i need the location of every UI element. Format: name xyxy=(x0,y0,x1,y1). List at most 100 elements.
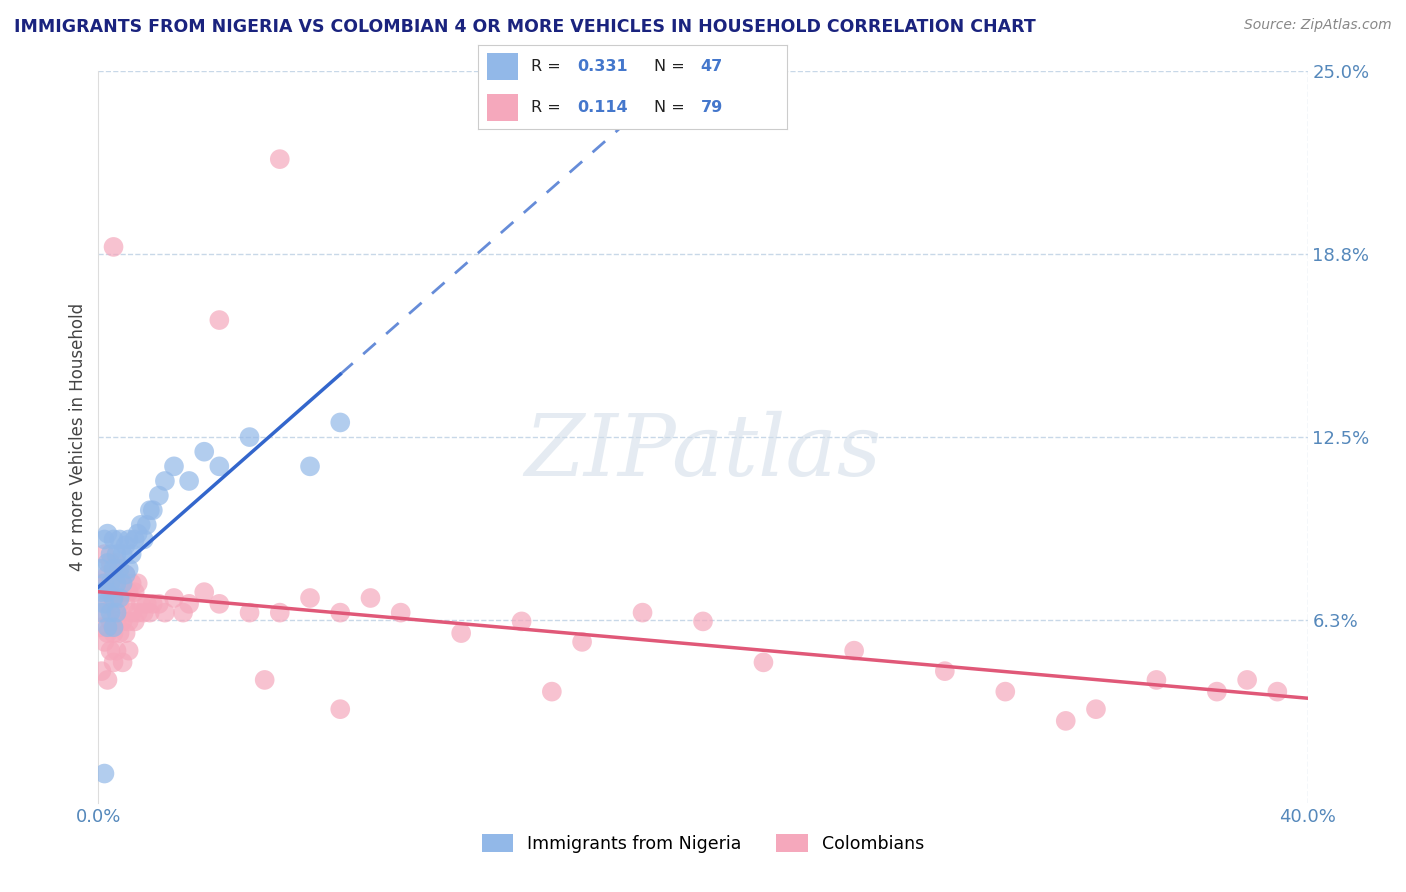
Point xyxy=(124,533,146,547)
Point xyxy=(93,766,115,780)
Point xyxy=(139,503,162,517)
Point xyxy=(114,567,136,582)
Point xyxy=(121,576,143,591)
Point xyxy=(96,526,118,541)
Point xyxy=(121,547,143,561)
Point xyxy=(103,656,125,670)
Point xyxy=(114,567,136,582)
Point xyxy=(153,606,176,620)
Point xyxy=(208,459,231,474)
Point xyxy=(103,533,125,547)
Point xyxy=(510,615,533,629)
Point xyxy=(103,597,125,611)
Point xyxy=(118,562,141,576)
Point xyxy=(93,635,115,649)
Point xyxy=(100,615,122,629)
Point xyxy=(450,626,472,640)
Point xyxy=(239,606,262,620)
Point xyxy=(100,556,122,570)
Point xyxy=(1054,714,1077,728)
Point xyxy=(96,673,118,687)
Point xyxy=(692,615,714,629)
Point xyxy=(135,517,157,532)
Point xyxy=(994,684,1017,698)
Text: 0.331: 0.331 xyxy=(576,59,627,74)
Y-axis label: 4 or more Vehicles in Household: 4 or more Vehicles in Household xyxy=(69,303,87,571)
Point xyxy=(172,606,194,620)
Point xyxy=(193,444,215,458)
Point xyxy=(752,656,775,670)
Point xyxy=(124,585,146,599)
Point xyxy=(103,562,125,576)
Point xyxy=(111,615,134,629)
Point xyxy=(129,597,152,611)
Point xyxy=(111,656,134,670)
Point xyxy=(148,597,170,611)
Point xyxy=(253,673,276,687)
Text: N =: N = xyxy=(654,100,690,115)
Point xyxy=(100,643,122,657)
Point xyxy=(96,567,118,582)
Point xyxy=(299,459,322,474)
Point xyxy=(299,591,322,605)
Point xyxy=(142,597,165,611)
Point xyxy=(389,606,412,620)
Point xyxy=(1236,673,1258,687)
Point xyxy=(208,313,231,327)
Point xyxy=(96,556,118,570)
Text: 79: 79 xyxy=(700,100,723,115)
Point xyxy=(105,643,128,657)
Point xyxy=(571,635,593,649)
Point xyxy=(93,547,115,561)
Point xyxy=(934,664,956,678)
Point xyxy=(93,606,115,620)
Point xyxy=(118,585,141,599)
Point xyxy=(329,702,352,716)
Point xyxy=(540,684,562,698)
Point xyxy=(93,597,115,611)
Point xyxy=(124,615,146,629)
Point xyxy=(118,643,141,657)
Point xyxy=(105,615,128,629)
Legend: Immigrants from Nigeria, Colombians: Immigrants from Nigeria, Colombians xyxy=(475,827,931,860)
Point xyxy=(163,591,186,605)
Point xyxy=(132,606,155,620)
Point xyxy=(193,585,215,599)
Point xyxy=(90,606,112,620)
Point xyxy=(148,489,170,503)
Point xyxy=(163,459,186,474)
Point xyxy=(179,597,201,611)
Point xyxy=(100,576,122,591)
Point xyxy=(129,517,152,532)
FancyBboxPatch shape xyxy=(488,94,519,120)
Point xyxy=(100,547,122,561)
Point xyxy=(108,626,131,640)
Point xyxy=(105,585,128,599)
Point xyxy=(111,585,134,599)
Point xyxy=(103,626,125,640)
Point xyxy=(90,620,112,634)
Point xyxy=(153,474,176,488)
Text: 0.114: 0.114 xyxy=(576,100,627,115)
Point xyxy=(90,585,112,599)
Point xyxy=(139,606,162,620)
Point xyxy=(1144,673,1167,687)
Point xyxy=(103,620,125,634)
Point xyxy=(100,585,122,599)
Point xyxy=(118,533,141,547)
Point xyxy=(631,606,654,620)
Point xyxy=(111,576,134,591)
Point xyxy=(1206,684,1229,698)
Point xyxy=(142,503,165,517)
Point xyxy=(844,643,866,657)
Point xyxy=(127,576,149,591)
Text: Source: ZipAtlas.com: Source: ZipAtlas.com xyxy=(1244,18,1392,32)
Point xyxy=(93,576,115,591)
Point xyxy=(1267,684,1289,698)
Point xyxy=(96,597,118,611)
Point xyxy=(329,416,352,430)
Point xyxy=(108,567,131,582)
Point xyxy=(96,626,118,640)
Point xyxy=(114,538,136,552)
Point xyxy=(269,152,291,166)
